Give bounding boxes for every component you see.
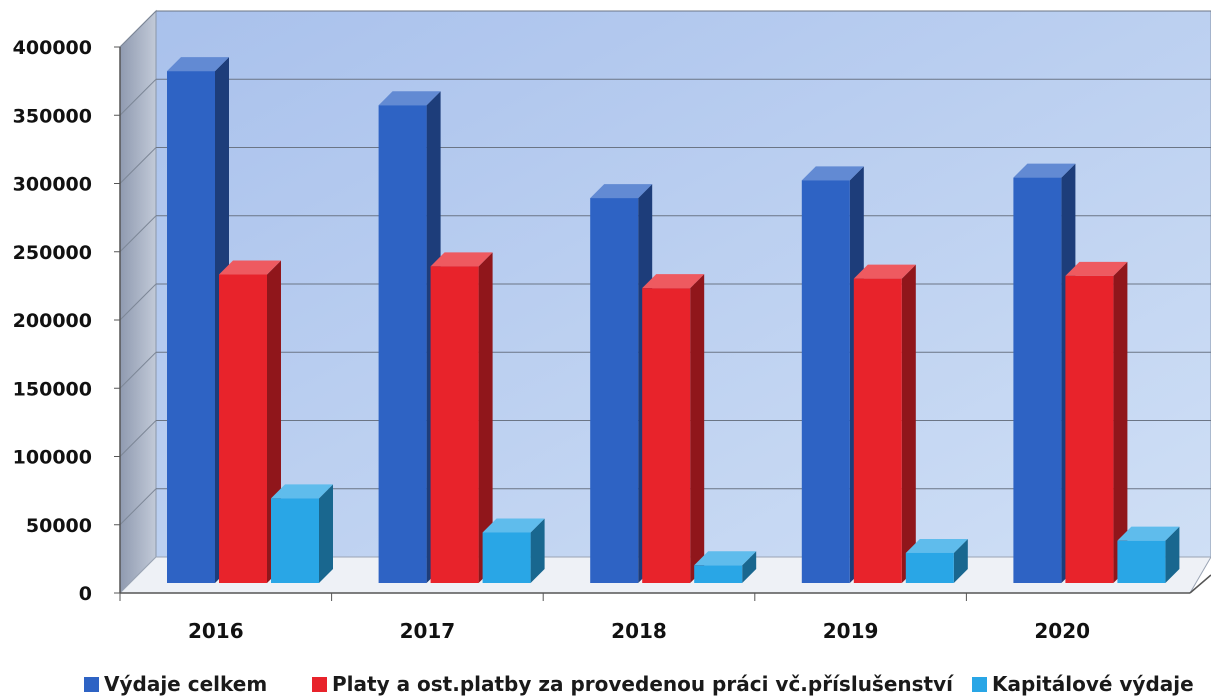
legend-label: Výdaje celkem [104,672,268,696]
legend-swatch [84,676,99,692]
bar-side [319,484,333,583]
bar-top [1117,526,1180,541]
legend-item: Kapitálové výdaje [972,672,1194,696]
bar-top [905,538,968,553]
legend-label: Platy a ost.platby za provedenou práci v… [332,672,953,696]
x-tick-label: 2017 [400,619,456,643]
bar-chart: 0 50000 100000 150000 200000 250000 300000 3500… [13,9,1211,643]
bar-2020-2 [1065,261,1128,583]
bar-top [1013,163,1076,178]
bar-top [801,166,864,181]
bar-2019-3 [905,538,968,583]
y-tick-label: 250000 [13,242,92,264]
bar-top [853,264,916,279]
bar-front [1117,540,1166,583]
bar-front [1013,177,1062,583]
bar-front [167,71,215,583]
bar-2016-3 [271,484,333,583]
y-tick-label: 100000 [13,447,92,469]
bar-2017-3 [482,518,545,583]
gridline-side [119,147,157,184]
gridline-side [119,420,157,457]
bar-side [1113,261,1128,583]
bar-front [1065,275,1114,583]
gridline-side [119,488,157,526]
y-tick-label: 150000 [13,378,92,400]
bar-front [905,552,954,583]
bar-side [690,274,705,583]
x-tick-label: 2016 [188,619,244,643]
bar-side [742,551,757,583]
bar-front [853,278,902,583]
bar-front [271,498,319,583]
legend-item: Výdaje celkem [84,672,267,696]
bar-top [590,184,653,199]
gridline-side [119,78,157,116]
legend: Výdaje celkem Platy a ost.platby za prove… [84,672,1204,700]
bar-front [642,288,691,583]
bar-2018-2 [642,274,705,583]
bar-side [901,264,916,583]
bar-front [590,198,639,583]
bar-front [482,532,531,583]
y-tick-label: 50000 [26,515,92,537]
legend-label: Kapitálové výdaje [992,672,1194,696]
bar-2020-3 [1117,526,1180,583]
x-tick-label: 2018 [611,619,667,643]
bar-side [530,518,545,583]
y-tick-label: 350000 [13,105,92,127]
bar-front [694,565,743,583]
bar-2017-2 [430,252,493,583]
legend-item: Platy a ost.platby za provedenou práci v… [312,672,953,696]
gridline-side [119,10,157,48]
bar-top [378,91,441,106]
bar-top [1065,261,1128,276]
bar-top [271,484,333,499]
bar-top [430,252,493,267]
bar-side [478,252,493,583]
bar-top [219,260,281,275]
bar-2018-3 [694,551,757,583]
bar-2016-2 [219,260,281,583]
legend-swatch [312,676,327,692]
bar-2019-2 [853,264,916,583]
y-tick-label: 300000 [13,174,92,196]
bar-front [378,105,427,583]
y-tick-label: 200000 [13,310,92,332]
gridline-side [119,351,157,389]
bar-front [219,274,267,583]
y-tick-label: 400000 [13,37,92,59]
y-tick-label: 0 [79,583,92,605]
bar-2019-1 [801,166,864,583]
bar-top [167,57,229,72]
gridline-side [119,283,157,321]
x-axis-depth-line [1189,574,1211,594]
bar-side [953,538,968,583]
bar-side [1165,526,1180,583]
x-tick-label: 2019 [823,619,879,643]
bar-top [482,518,545,533]
bar-front [430,266,479,583]
gridline-side [119,215,157,253]
legend-swatch [972,676,987,692]
bar-top [694,551,757,566]
x-tick-label: 2020 [1034,619,1090,643]
bar-front [801,180,850,583]
bar-top [642,274,705,289]
